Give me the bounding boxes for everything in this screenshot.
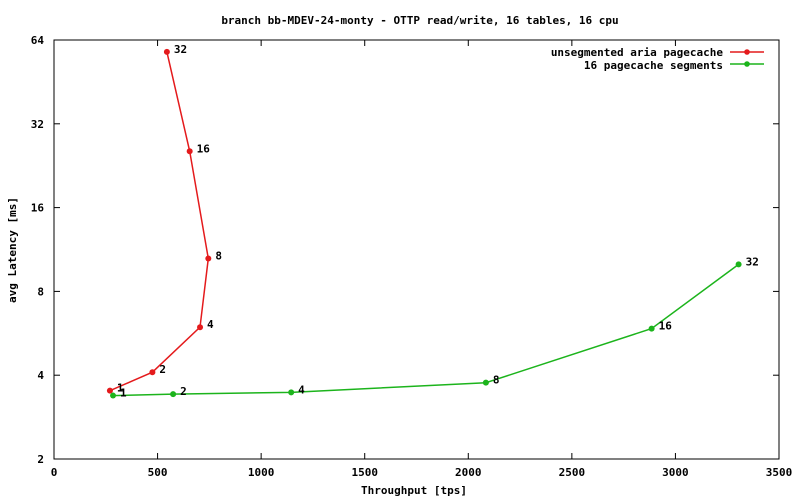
legend-label-unsegmented: unsegmented aria pagecache	[551, 46, 724, 59]
plot-frame	[53, 39, 780, 460]
point-label: 1	[117, 382, 124, 395]
data-point	[110, 392, 117, 399]
x-tick-label: 1000	[248, 466, 275, 479]
data-point	[482, 379, 489, 386]
data-point	[205, 255, 212, 262]
point-label: 32	[746, 255, 759, 268]
point-label: 8	[215, 250, 222, 263]
data-point	[163, 48, 170, 55]
data-point	[106, 387, 113, 394]
data-point	[197, 324, 204, 331]
x-tick-label: 2000	[455, 466, 482, 479]
series-layer: 1 2 4 8 16 32 1 2 4 8 16 32	[106, 43, 759, 400]
y-tick-label: 32	[31, 118, 44, 131]
y-tick-label: 16	[31, 202, 45, 215]
legend-marker-unsegmented	[744, 49, 750, 55]
y-axis-label: avg Latency [ms]	[6, 197, 19, 303]
x-axis-label: Throughput [tps]	[361, 484, 467, 497]
data-point	[170, 391, 177, 398]
series-1: 1 2 4 8 16 32	[110, 255, 759, 400]
y-tick-label: 8	[37, 285, 44, 298]
point-label: 16	[659, 320, 673, 333]
x-tick-label: 0	[51, 466, 58, 479]
series-line	[109, 51, 210, 392]
point-label: 8	[493, 374, 500, 387]
x-tick-label: 2500	[559, 466, 586, 479]
series-line	[112, 263, 740, 397]
point-label: 4	[207, 318, 214, 331]
x-tick-label: 3500	[766, 466, 793, 479]
legend: unsegmented aria pagecache 16 pagecache …	[551, 46, 764, 72]
point-label: 2	[180, 385, 187, 398]
y-axis: 2 4 8 16 32 64	[31, 34, 779, 466]
data-point	[288, 389, 295, 396]
y-tick-label: 4	[37, 369, 44, 382]
legend-marker-16-segments	[744, 61, 750, 67]
chart-title: branch bb-MDEV-24-monty - OTTP read/writ…	[221, 14, 618, 27]
point-label: 2	[159, 363, 166, 376]
legend-label-16-segments: 16 pagecache segments	[584, 59, 723, 72]
x-axis: 0 500 1000 1500 2000 2500 3000 3500	[51, 40, 793, 479]
x-tick-label: 500	[148, 466, 168, 479]
series-0: 1 2 4 8 16 32	[106, 43, 222, 395]
y-tick-label: 64	[31, 34, 45, 47]
y-tick-label: 2	[37, 453, 44, 466]
point-label: 1	[120, 387, 127, 400]
data-point	[735, 261, 742, 268]
x-tick-label: 1500	[351, 466, 378, 479]
point-label: 4	[298, 383, 305, 396]
point-label: 16	[197, 142, 211, 155]
data-point	[149, 369, 156, 376]
data-point	[648, 325, 655, 332]
point-label: 32	[174, 43, 187, 56]
data-point	[186, 148, 193, 155]
x-tick-label: 3000	[662, 466, 689, 479]
